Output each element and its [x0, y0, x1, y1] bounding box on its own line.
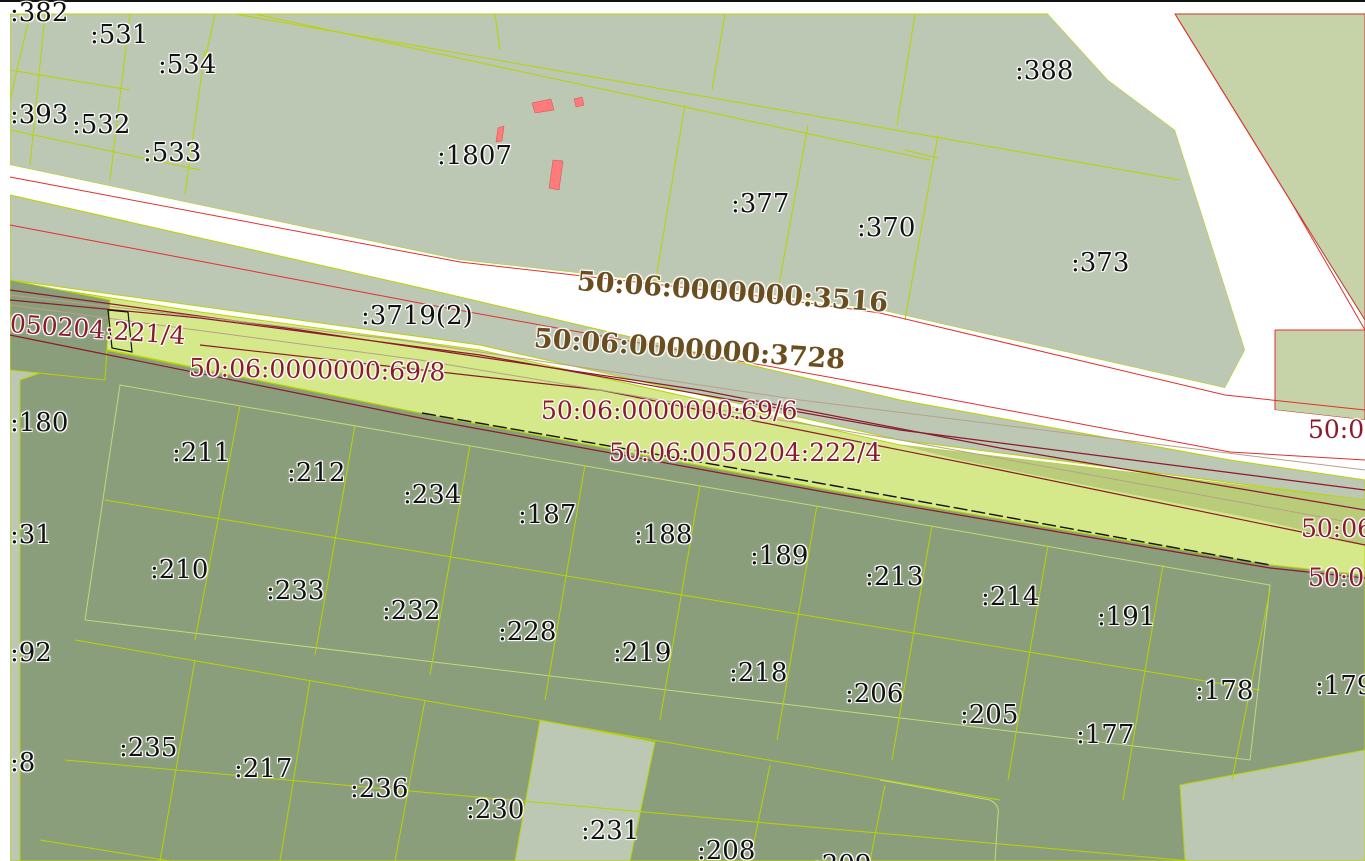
parcel-label[interactable]: :230 — [466, 795, 525, 825]
parcel-south-east[interactable] — [1179, 749, 1365, 861]
parcel-231[interactable] — [514, 719, 656, 861]
parcel-label[interactable]: :210 — [150, 555, 209, 585]
parcel-label[interactable]: :532 — [72, 110, 131, 140]
parcel-label[interactable]: :377 — [731, 189, 790, 219]
building-3[interactable] — [495, 125, 505, 143]
parcel-label[interactable]: :187 — [518, 500, 577, 530]
dashed-boundary — [421, 412, 1271, 566]
parcel-label[interactable]: :382 — [10, 0, 69, 28]
parcel-label[interactable]: :180 — [10, 408, 69, 438]
parcel-label[interactable]: :236 — [350, 774, 409, 804]
cadastral-label[interactable]: 50:0 — [1308, 563, 1365, 592]
parcel-3719-band[interactable] — [9, 194, 1365, 501]
parcel-label[interactable]: :388 — [1015, 56, 1074, 86]
parcel-label[interactable]: :209 — [813, 852, 871, 861]
parcel-label[interactable]: :533 — [143, 138, 202, 168]
cadastral-label[interactable]: 50:06:0000000:69/8 — [188, 353, 446, 387]
parcel-left-upper[interactable] — [9, 279, 111, 381]
parcel-label[interactable]: :213 — [865, 562, 924, 592]
road-corridor — [10, 14, 1365, 480]
parcel-label[interactable]: :206 — [845, 679, 904, 709]
parcel-label[interactable]: :534 — [158, 50, 217, 80]
map-left-edge — [0, 0, 10, 861]
parcel-label[interactable]: :370 — [857, 213, 916, 243]
parcel-label[interactable]: :177 — [1076, 720, 1135, 750]
building-1[interactable] — [531, 98, 555, 114]
parcel-label[interactable]: :393 — [10, 100, 69, 130]
parcel-label[interactable]: :219 — [613, 638, 672, 668]
parcel-label[interactable]: :1807 — [437, 141, 512, 171]
parcel-label[interactable]: :179 — [1315, 671, 1365, 701]
parcel-label[interactable]: :235 — [119, 733, 178, 763]
parcel-label[interactable]: :233 — [266, 576, 325, 606]
parcel-label[interactable]: :191 — [1097, 602, 1156, 632]
parcel-label[interactable]: :232 — [382, 596, 441, 626]
parcel-label[interactable]: :31 — [10, 520, 52, 550]
parcel-label[interactable]: :3719(2) — [361, 301, 473, 331]
parcel-label[interactable]: :188 — [634, 520, 693, 550]
parcel-label[interactable]: :212 — [287, 458, 346, 488]
building-4[interactable] — [548, 159, 564, 191]
cadastral-label[interactable]: 50:06:0000000:69/6 — [541, 396, 798, 425]
parcel-label[interactable]: :218 — [729, 658, 788, 688]
cadastral-label[interactable]: 50:06:0050204:222/4 — [609, 438, 882, 467]
parcel-label[interactable]: :208 — [697, 836, 756, 861]
cadastral-label[interactable]: 50:06 — [1301, 514, 1365, 543]
parcel-label[interactable]: :234 — [403, 480, 462, 510]
parcel-label[interactable]: :531 — [90, 20, 149, 50]
parcel-label[interactable]: :373 — [1071, 248, 1130, 278]
parcel-label[interactable]: :8 — [10, 748, 36, 778]
parcel-label[interactable]: :217 — [234, 754, 293, 784]
building-2[interactable] — [573, 96, 585, 108]
parcel-label[interactable]: :189 — [750, 541, 809, 571]
strip-inner-darker — [900, 445, 1365, 545]
small-parcel-box[interactable] — [107, 309, 133, 353]
parcel-label[interactable]: :231 — [581, 816, 640, 846]
map-top-border — [0, 0, 1365, 2]
parcel-label[interactable]: :228 — [498, 617, 557, 647]
parcel-label[interactable]: :92 — [10, 638, 52, 668]
parcel-label[interactable]: :205 — [960, 700, 1019, 730]
cadastral-label[interactable]: 50:0 — [1308, 415, 1365, 444]
parcel-label[interactable]: :211 — [172, 438, 231, 468]
parcel-label[interactable]: :214 — [981, 582, 1040, 612]
parcel-label[interactable]: :178 — [1195, 676, 1254, 706]
